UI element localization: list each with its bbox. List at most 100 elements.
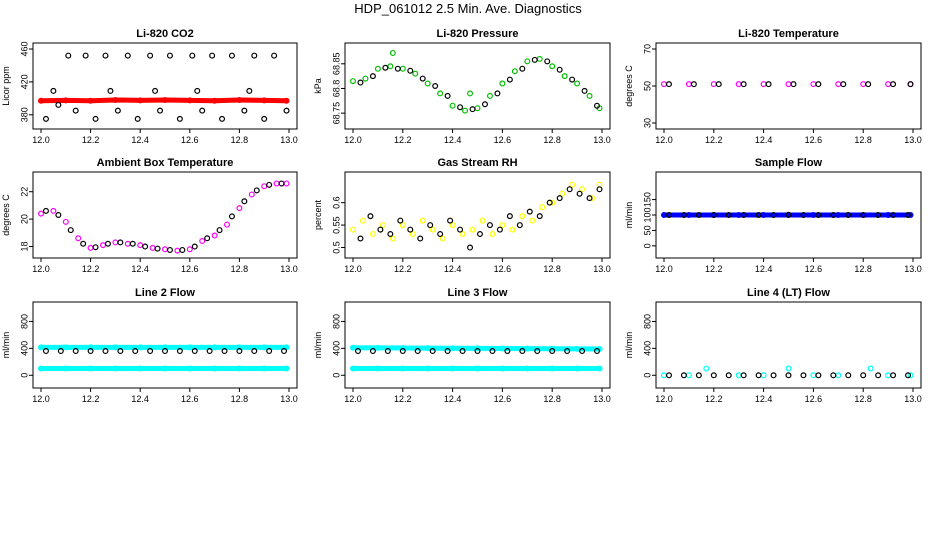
data-point [549, 199, 556, 206]
x-tick-label: 12.4 [131, 135, 149, 145]
x-tick-label: 12.6 [805, 135, 823, 145]
data-point [424, 365, 431, 372]
data-point [474, 348, 481, 355]
data-point [419, 217, 426, 224]
data-point [137, 365, 144, 372]
x-tick-label: 13.0 [593, 264, 611, 274]
data-point [735, 372, 742, 379]
data-point [444, 92, 451, 99]
data-point [409, 231, 416, 238]
data-point [211, 232, 218, 239]
data-point [519, 213, 526, 220]
data-point [417, 235, 424, 242]
data-point [596, 186, 603, 193]
data-point [186, 365, 193, 372]
data-point [586, 195, 593, 202]
data-point [680, 212, 687, 219]
chart-title: Ambient Box Temperature [97, 157, 234, 169]
x-tick-label: 12.2 [705, 264, 723, 274]
data-point [437, 231, 444, 238]
series-2 [665, 372, 912, 379]
y-tick-label: 68.75 [331, 102, 341, 125]
y-tick-label: 18 [19, 242, 29, 252]
data-point [457, 104, 464, 111]
data-point [162, 246, 169, 253]
data-point [665, 212, 672, 219]
data-point [569, 181, 576, 188]
data-point [785, 81, 792, 88]
y-tick-label: 50 [642, 225, 652, 235]
x-tick-label: 12.8 [543, 394, 561, 404]
chart-panel-9: Line 4 (LT) Flow ml/min 12.0 12.2 12.4 12.6 12… [624, 287, 922, 404]
data-point [369, 73, 376, 80]
x-tick-label: 12.0 [32, 264, 50, 274]
data-point [740, 212, 747, 219]
data-point [703, 365, 710, 372]
data-point [186, 344, 193, 351]
data-point [266, 181, 273, 188]
x-tick-label: 12.8 [231, 394, 249, 404]
series-2 [665, 81, 914, 88]
series-1 [350, 181, 603, 242]
y-tick-label: 400 [642, 341, 652, 356]
data-point [419, 75, 426, 82]
series-2 [665, 211, 912, 219]
data-point [199, 238, 206, 245]
data-point [544, 58, 551, 65]
data-point [261, 97, 268, 104]
data-point [449, 222, 456, 229]
data-point [186, 97, 193, 104]
data-point [449, 102, 456, 109]
x-tick-label: 12.0 [655, 264, 673, 274]
data-point [87, 97, 94, 104]
x-tick-label: 12.0 [344, 264, 362, 274]
data-point [785, 372, 792, 379]
data-point [830, 372, 837, 379]
data-point [511, 68, 518, 75]
data-point [519, 65, 526, 72]
data-point [459, 348, 466, 355]
data-point [357, 235, 364, 242]
data-point [725, 212, 732, 219]
data-point [710, 212, 717, 219]
data-point [566, 186, 573, 193]
series-2 [357, 56, 601, 113]
y-tick-label: 800 [642, 314, 652, 329]
data-point [387, 231, 394, 238]
chart-title: Gas Stream RH [437, 157, 517, 169]
data-point [87, 365, 94, 372]
data-point [499, 222, 506, 229]
data-point [524, 365, 531, 372]
data-point [176, 348, 183, 355]
data-point [261, 344, 268, 351]
x-tick-label: 12.8 [231, 135, 249, 145]
data-point [374, 65, 381, 72]
plot-frame [344, 301, 611, 389]
y-axis-label: ml/min [313, 332, 323, 359]
data-point [166, 52, 173, 59]
data-point [830, 212, 837, 219]
data-point [399, 65, 406, 72]
data-point [449, 365, 456, 372]
data-point [37, 210, 44, 217]
data-point [112, 96, 119, 103]
plot-frame [32, 171, 298, 259]
data-point [581, 87, 588, 94]
page-title: HDP_061012 2.5 Min. Ave. Diagnostics [354, 1, 582, 16]
data-point [865, 81, 872, 88]
data-point [740, 81, 747, 88]
data-point [80, 240, 87, 247]
data-point [350, 344, 357, 351]
data-point [561, 73, 568, 80]
data-point [379, 222, 386, 229]
data-point [586, 92, 593, 99]
data-point [534, 348, 541, 355]
y-tick-label: 380 [19, 107, 29, 122]
data-point [142, 243, 149, 250]
data-point [367, 213, 374, 220]
data-point [680, 372, 687, 379]
y-tick-label: 22 [19, 187, 29, 197]
data-point [424, 345, 431, 352]
x-tick-label: 12.8 [854, 264, 872, 274]
data-point [191, 348, 198, 355]
